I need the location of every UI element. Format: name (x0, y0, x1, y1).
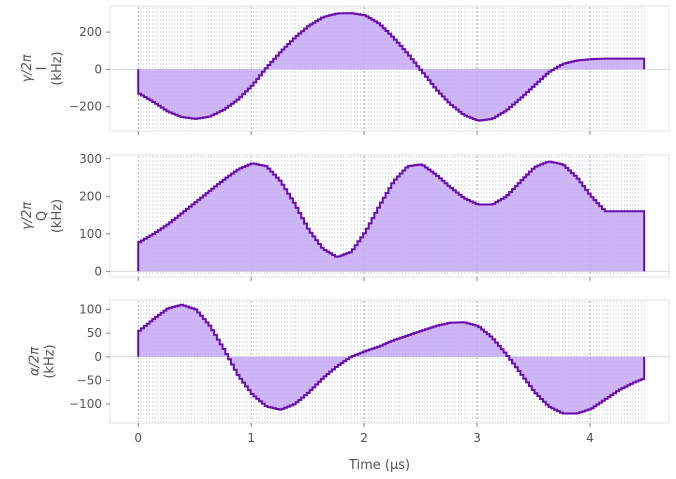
x-axis-label: Time (μs) (348, 458, 410, 473)
y-axis-label: α/2π (kHz) (28, 344, 58, 378)
y-tick-label: −100 (69, 397, 102, 411)
x-tick-label: 1 (247, 431, 255, 445)
y-tick-label: −200 (69, 100, 102, 114)
y-tick-label: 200 (79, 25, 102, 39)
x-tick-label: 3 (473, 431, 481, 445)
y-axis-label: γ/2π I (kHz) (20, 51, 65, 85)
y-tick-label: 100 (79, 302, 102, 316)
y-tick-label: 0 (94, 350, 102, 364)
x-tick-label: 4 (586, 431, 594, 445)
series-line (137, 12, 646, 122)
y-axis-label-line: I (35, 67, 50, 71)
x-tick-label: 2 (360, 431, 368, 445)
y-tick-label: 300 (79, 152, 102, 166)
y-axis-label-line: γ/2π (20, 202, 35, 230)
chart-panel-3: −100 −50 0 50 100 0 1 2 3 4 α/2π (kHz) Time (μs) (28, 299, 670, 473)
series-area (138, 304, 645, 414)
series-line (137, 160, 646, 272)
y-tick-label: 0 (94, 62, 102, 76)
y-tick-label: 200 (79, 189, 102, 203)
y-axis-label-line: (kHz) (43, 344, 58, 378)
series-area (138, 161, 645, 272)
x-tick-label: 0 (134, 431, 142, 445)
y-axis-label: γ/2π Q (kHz) (20, 199, 65, 233)
y-tick-label: 50 (87, 326, 102, 340)
y-axis-label-line: γ/2π (20, 54, 35, 82)
chart-panel-2: 0 100 200 300 γ/2π Q (kHz) (20, 152, 670, 281)
y-tick-label: 0 (94, 264, 102, 278)
series-line (137, 303, 646, 415)
chart-panel-1: −200 0 200 γ/2π I (kHz) (20, 5, 670, 135)
y-axis-label-line: (kHz) (50, 51, 65, 85)
y-tick-label: 100 (79, 227, 102, 241)
y-axis-label-line: Q (35, 211, 50, 221)
y-axis-label-line: α/2π (28, 347, 43, 376)
y-tick-label: −50 (77, 373, 102, 387)
y-axis-label-line: (kHz) (50, 199, 65, 233)
series-area (138, 13, 645, 121)
